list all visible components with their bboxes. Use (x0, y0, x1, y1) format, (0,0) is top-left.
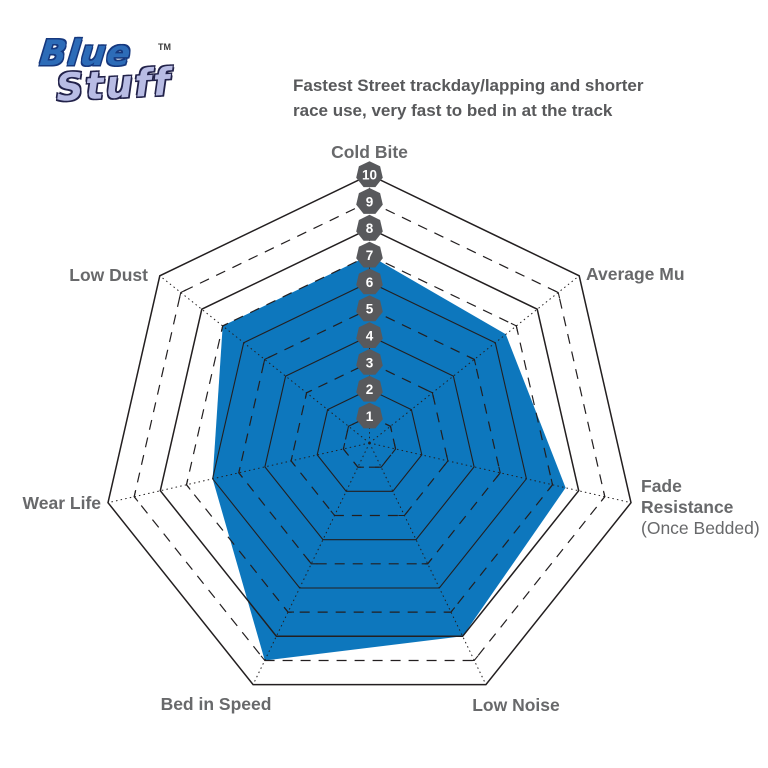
ring-corner-tick (445, 607, 456, 613)
ring-corner-tick (260, 655, 271, 662)
ring-corner-tick (133, 490, 139, 502)
scale-badge-2 (356, 375, 383, 402)
ring-corner-tick (384, 423, 393, 433)
ring-corner-tick (220, 322, 229, 332)
scale-number-10: 10 (362, 168, 377, 183)
scale-badge-8 (356, 214, 383, 241)
ring-corner-tick (346, 423, 355, 433)
grid-ring-2 (316, 388, 423, 492)
axis-label-low-noise: Low Noise (472, 695, 560, 715)
ring-corner-tick (421, 558, 432, 565)
axis-label-fade-resistance: Fade Resistance (Once Bedded) (641, 476, 760, 538)
ring-corner-tick (353, 462, 364, 468)
ring-corner-tick (262, 356, 271, 366)
ring-corner-tick (375, 462, 386, 468)
ring-corner-tick (600, 490, 606, 502)
scale-number-1: 1 (366, 409, 374, 424)
scale-number-4: 4 (366, 329, 374, 344)
scale-number-6: 6 (366, 275, 374, 290)
ring-corner-tick (468, 655, 479, 662)
ring-corner-tick (307, 558, 318, 565)
ring-corner-tick (548, 478, 554, 490)
chart-title-line2: race use, very fast to bed in at the tra… (293, 100, 613, 120)
chart-title: Fastest Street trackday/lapping and shor… (293, 74, 683, 123)
grid-ring-3 (290, 361, 449, 517)
ring-corner-tick (552, 289, 561, 299)
grid-ring-10 (107, 173, 632, 686)
grid-ring-6 (212, 281, 527, 589)
ring-corner-tick (391, 442, 397, 455)
ring-corner-tick (185, 478, 191, 490)
scale-badge-3 (356, 348, 383, 375)
scale-number-2: 2 (366, 382, 374, 397)
ring-corner-tick (496, 466, 501, 478)
scale-badge-4 (356, 322, 383, 348)
scale-badge-6 (356, 268, 383, 295)
axis-label-average-mu: Average Mu (586, 264, 685, 284)
axis-label-bed-in-speed: Bed in Speed (161, 694, 272, 714)
grid-ring-4 (264, 335, 475, 541)
scale-number-5: 5 (366, 302, 374, 317)
ring-corner-tick (510, 322, 519, 332)
grid-ring-5 (238, 308, 501, 565)
ring-corner-tick (283, 607, 294, 613)
scale-badge-9 (356, 188, 383, 214)
axis-sublabel-fade-resistance: (Once Bedded) (641, 518, 760, 538)
scale-number-7: 7 (366, 248, 374, 263)
scale-badge-5 (356, 295, 383, 322)
axis-label-low-dust: Low Dust (69, 265, 148, 285)
scale-badge-1 (356, 402, 383, 429)
ring-corner-tick (342, 442, 348, 455)
ring-corner-tick (238, 466, 243, 478)
bluestuff-logo: Blue TM Stuff (38, 34, 200, 134)
axis-label-cold-bite: Cold Bite (331, 142, 408, 162)
scale-number-3: 3 (366, 355, 374, 370)
scale-number-8: 8 (366, 221, 374, 236)
scale-badge-10 (356, 161, 383, 188)
ring-corner-tick (468, 356, 477, 366)
ring-corner-tick (178, 289, 187, 299)
trademark-symbol: TM (158, 42, 171, 52)
scale-badge-7 (356, 241, 383, 268)
grid-ring-8 (159, 227, 580, 638)
chart-title-line1: Fastest Street trackday/lapping and shor… (293, 76, 644, 95)
scale-number-9: 9 (366, 194, 374, 209)
axis-label-wear-life: Wear Life (23, 493, 102, 513)
